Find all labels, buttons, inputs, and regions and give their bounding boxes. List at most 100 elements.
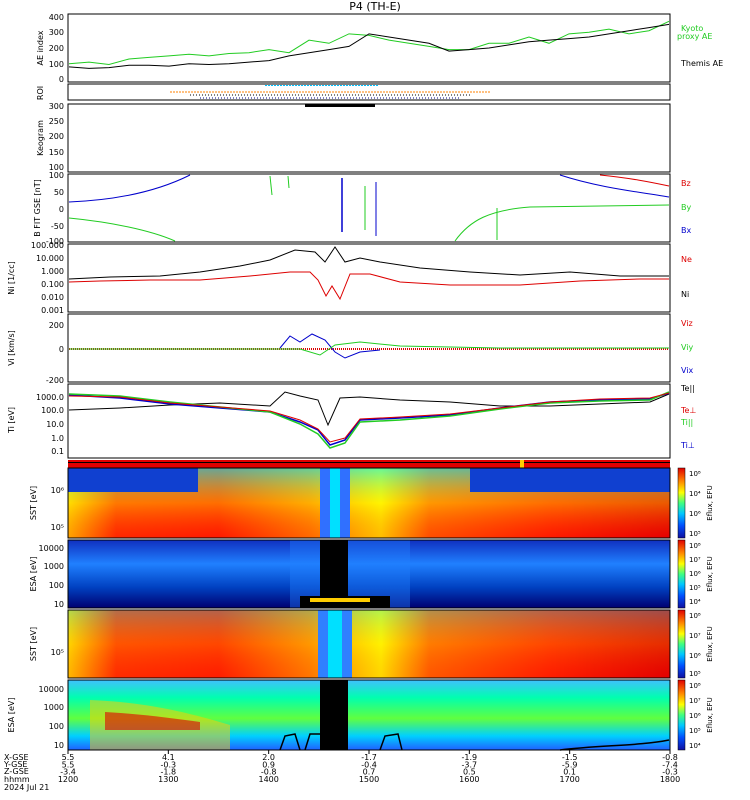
- esa-ion-panel: ESA [eV] 10000 1000 100 10: [7, 679, 671, 751]
- colorbar-sst-e: 10⁸ 10⁴ 10⁶ 10⁵ Eflux, EFU: [677, 467, 714, 539]
- temperature-panel: Ti [eV] 1000.0 100.0 10.0 1.0 0.1 Te|| T…: [7, 383, 696, 459]
- bz-trace: [599, 174, 670, 187]
- bfield-ytick: -100: [46, 237, 64, 246]
- keogram-ytick: 250: [49, 117, 64, 126]
- vix-trace: [279, 333, 381, 359]
- x-tick-label-z: -0.3: [662, 768, 678, 777]
- ne-trace: [68, 271, 669, 301]
- colorbar-tick: 10⁶: [689, 712, 701, 720]
- keogram-panel: Keogram 300 250 200 150 100: [36, 102, 671, 173]
- x-tick-label-z: -3.4: [60, 768, 76, 777]
- colorbar-tick: 10⁷: [689, 556, 701, 564]
- esa-e-ytick: 10: [54, 600, 64, 609]
- x-tick-label-x: -1.9: [462, 753, 478, 762]
- legend-te-par: Te||: [680, 384, 695, 393]
- density-ylabel: Ni [1/cc]: [7, 261, 16, 295]
- ae-ytick: 200: [49, 44, 64, 53]
- x-tick-label-x: -0.8: [662, 753, 678, 762]
- keogram-ytick: 300: [49, 102, 64, 111]
- by-trace: [68, 217, 176, 242]
- roi-ylabel: ROI: [36, 86, 45, 100]
- colorbar-tick: 10⁸: [689, 470, 701, 478]
- esa-e-ytick: 10000: [39, 544, 64, 553]
- x-tick-label-y: -0.3: [161, 760, 177, 769]
- x-row-label: Z-GSE: [4, 767, 29, 776]
- ae-ytick: 300: [49, 28, 64, 37]
- x-tick-label-z: 0.5: [463, 768, 476, 777]
- bx-trace: [68, 174, 191, 203]
- temperature-ytick: 0.1: [51, 447, 64, 456]
- density-ytick: 0.100: [41, 280, 64, 289]
- colorbar-tick: 10⁶: [689, 652, 701, 660]
- x-axis-columns: 5.55.5-3.412004.1-0.3-1.813002.00.9-0.81…: [58, 750, 680, 784]
- x-tick-label-time: 1500: [359, 775, 379, 784]
- te-perp-trace: [68, 392, 670, 443]
- ae-ytick: 100: [49, 60, 64, 69]
- viy-trace: [69, 341, 669, 356]
- sst-electron-panel: SST [eV] 10⁶ 10⁵: [29, 467, 671, 539]
- ae-ylabel: AE index: [36, 30, 45, 65]
- colorbar-tick: 10⁶: [689, 570, 701, 578]
- colorbar-label: Eflux, EFU: [706, 556, 714, 591]
- colorbar-sst-i: 10⁸ 10⁷ 10⁶ 10⁵ Eflux, EFU: [677, 609, 714, 679]
- velocity-ytick: 0: [59, 345, 64, 354]
- sst-i-ylabel: SST [eV]: [29, 627, 38, 661]
- density-ytick: 1.000: [41, 267, 64, 276]
- x-tick-label-y: -0.4: [361, 760, 377, 769]
- x-row-label: Y-GSE: [3, 760, 27, 769]
- temperature-ylabel: Ti [eV]: [7, 407, 16, 434]
- colorbar-tick: 10⁴: [689, 742, 701, 750]
- mode-bar: [68, 460, 670, 468]
- x-row-label: hhmm: [4, 775, 30, 784]
- legend-proxy-ae: proxy AE: [677, 32, 712, 41]
- x-tick-label-time: 1300: [158, 775, 178, 784]
- ae-ytick: 0: [59, 75, 64, 84]
- esa-e-ytick: 1000: [44, 562, 64, 571]
- keogram-ylabel: Keogram: [36, 120, 45, 156]
- x-tick-label-z: -1.8: [161, 768, 177, 777]
- x-tick-label-z: -0.8: [261, 768, 277, 777]
- x-tick-label-time: 1600: [459, 775, 479, 784]
- colorbar-tick: 10⁴: [689, 490, 701, 498]
- x-tick-label-x: 5.5: [62, 753, 75, 762]
- colorbar-tick: 10⁵: [689, 584, 701, 592]
- density-panel: Ni [1/cc] 100.000 10.000 1.000 0.100 0.0…: [7, 241, 692, 315]
- colorbar-label: Eflux, EFU: [706, 485, 714, 520]
- themis-ae-line: [68, 23, 670, 69]
- ae-panel: AE index 400 300 200 100 0 Kyoto proxy A…: [36, 13, 723, 84]
- x-tick-label-y: -5.9: [562, 760, 578, 769]
- legend-viz: Viz: [681, 319, 693, 328]
- ae-ytick: 400: [49, 13, 64, 22]
- velocity-ytick: -200: [46, 376, 64, 385]
- sst-e-ylabel: SST [eV]: [29, 486, 38, 520]
- x-tick-label-z: 0.7: [363, 768, 376, 777]
- ae-series-group: [68, 20, 670, 69]
- legend-bx: Bx: [681, 226, 691, 235]
- x-tick-label-x: 2.0: [262, 753, 275, 762]
- colorbar-tick: 10⁶: [689, 510, 701, 518]
- velocity-ytick: 200: [49, 321, 64, 330]
- kyoto-ae-line: [68, 20, 670, 66]
- x-tick-label-x: -1.5: [562, 753, 578, 762]
- temperature-ytick: 1.0: [51, 434, 64, 443]
- colorbar-tick: 10⁵: [689, 530, 701, 538]
- legend-ne: Ne: [681, 255, 692, 264]
- temperature-ytick: 10.0: [46, 420, 64, 429]
- colorbar-label: Eflux, EFU: [706, 626, 714, 661]
- colorbar-tick: 10⁸: [689, 542, 701, 550]
- x-row-label: 2024 Jul 21: [4, 783, 49, 792]
- colorbar-tick: 10⁵: [689, 727, 701, 735]
- te-par-trace: [68, 391, 670, 427]
- velocity-panel: Vi [km/s] 200 0 -200 Viz Viy Vix: [7, 313, 694, 385]
- density-ytick: 10.000: [36, 254, 64, 263]
- esa-electron-panel: ESA [eV] 10000 1000 100 10: [29, 539, 671, 609]
- sst-i-ytick: 10⁵: [51, 648, 64, 657]
- x-tick-label-time: 1700: [559, 775, 579, 784]
- x-tick-label-time: 1400: [258, 775, 278, 784]
- sst-e-ytick: 10⁶: [51, 486, 64, 495]
- colorbar-tick: 10⁷: [689, 697, 701, 705]
- sst-e-ytick: 10⁵: [51, 523, 64, 532]
- colorbar-tick: 10⁷: [689, 632, 701, 640]
- esa-e-ytick: 100: [49, 581, 64, 590]
